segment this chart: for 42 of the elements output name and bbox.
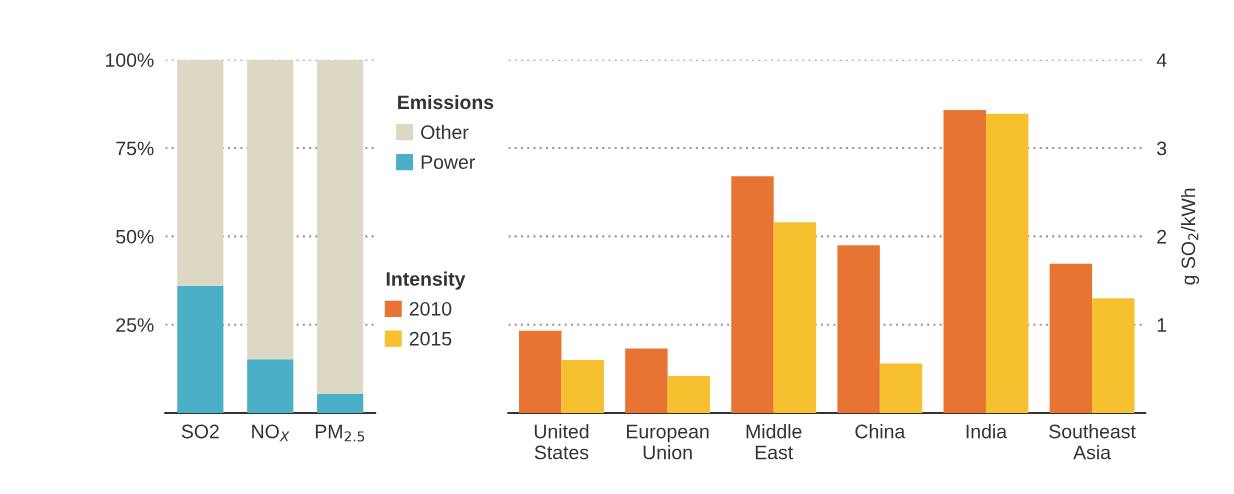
- y-tick-label: 100%: [106, 53, 154, 68]
- bar: [317, 59, 364, 394]
- bar: [625, 348, 668, 413]
- y-axis-title: g SO$_{2}$/kWh: [1180, 188, 1200, 285]
- bar: [879, 363, 923, 413]
- legend-title: Emissions: [398, 94, 494, 110]
- x-tick-label: SO2: [181, 424, 219, 439]
- x-tick-label: Southeast Asia: [1049, 424, 1136, 460]
- y-tick-label: 75%: [116, 141, 154, 156]
- bar: [247, 359, 294, 413]
- legend-label: Power: [421, 155, 475, 170]
- x-tick-label: European Union: [627, 424, 709, 460]
- bar: [561, 360, 604, 413]
- bar: [177, 285, 224, 413]
- y-tick-label: 1: [1157, 318, 1167, 332]
- x-tick-label: PM$_{2.5}$: [315, 424, 365, 442]
- legend-label: 2010: [409, 301, 452, 316]
- bar: [837, 245, 880, 413]
- y-tick-label: 2: [1157, 229, 1167, 244]
- y-tick-label: 25%: [116, 318, 154, 332]
- legend-title: Intensity: [386, 271, 466, 290]
- bar: [731, 176, 774, 413]
- y-tick-label: 3: [1157, 141, 1167, 156]
- bar: [519, 330, 562, 413]
- x-tick-label: Middle East: [746, 424, 802, 460]
- y-tick-label: 50%: [116, 229, 154, 244]
- legend-label: Other: [421, 124, 469, 140]
- bar: [317, 393, 364, 413]
- bar: [1049, 263, 1093, 413]
- bar: [1092, 298, 1135, 413]
- x-tick-label: NO$_{X}$: [252, 424, 290, 442]
- bar: [773, 222, 817, 413]
- legend-label: 2015: [409, 331, 452, 346]
- bar: [247, 59, 294, 360]
- bar: [985, 113, 1029, 413]
- x-tick-label: United States: [534, 424, 589, 460]
- bar: [177, 59, 224, 286]
- x-tick-label: China: [855, 424, 906, 439]
- bar: [943, 110, 986, 413]
- bar: [667, 375, 711, 413]
- y-tick-label: 4: [1156, 53, 1167, 67]
- x-tick-label: India: [966, 424, 1008, 439]
